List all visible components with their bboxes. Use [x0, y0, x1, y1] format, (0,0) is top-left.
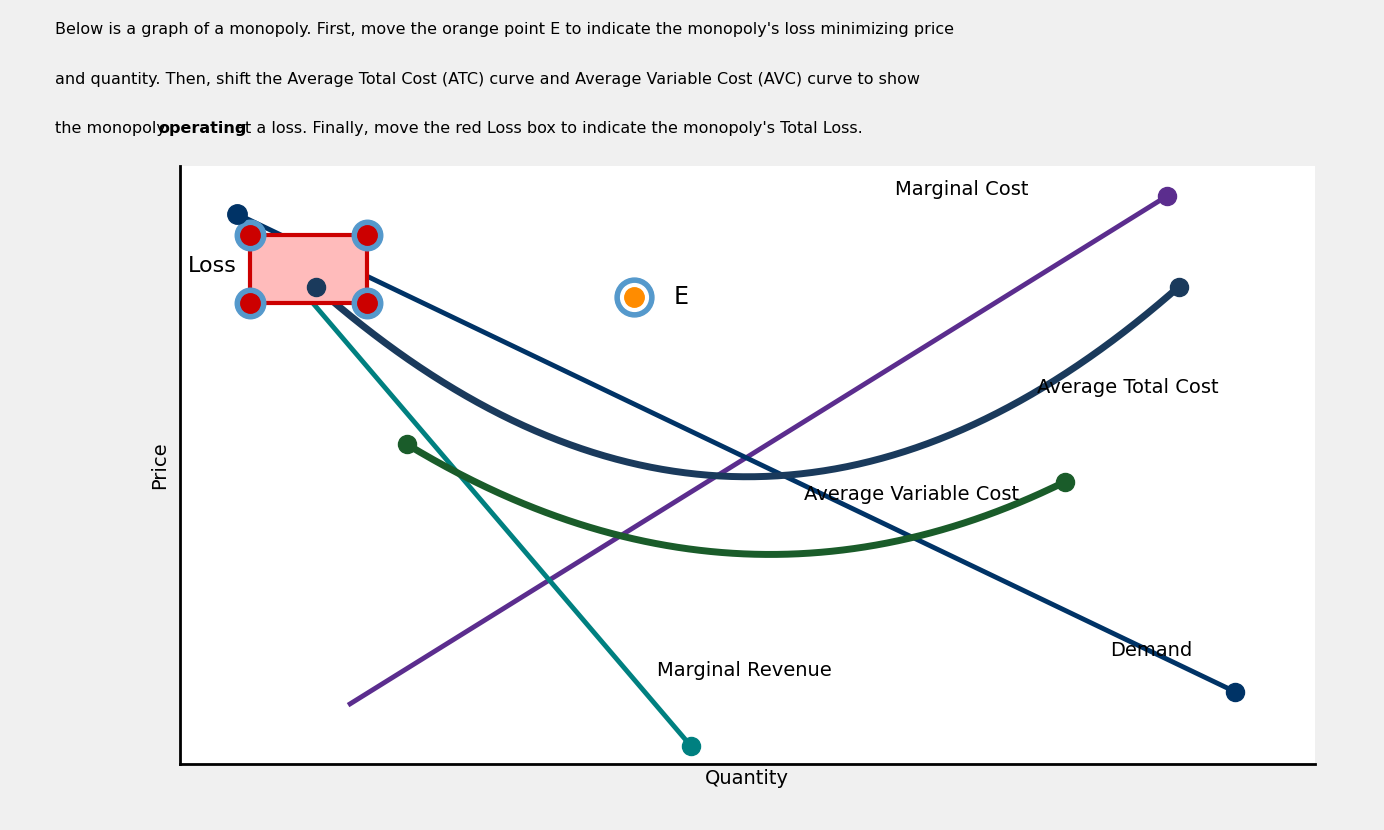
Text: Loss: Loss [188, 256, 237, 276]
Bar [251, 235, 367, 304]
Text: E: E [674, 286, 689, 310]
X-axis label: Quantity: Quantity [706, 769, 789, 788]
Text: operating: operating [159, 121, 248, 136]
Text: Marginal Cost: Marginal Cost [895, 180, 1028, 199]
Text: Marginal Revenue: Marginal Revenue [656, 662, 832, 681]
Text: Below is a graph of a monopoly. First, move the orange point E to indicate the m: Below is a graph of a monopoly. First, m… [55, 22, 955, 37]
Text: Average Variable Cost: Average Variable Cost [804, 486, 1019, 504]
Text: at a loss. Finally, move the red Loss box to indicate the monopoly's Total Loss.: at a loss. Finally, move the red Loss bo… [230, 121, 864, 136]
Text: Average Total Cost: Average Total Cost [1037, 378, 1218, 397]
Text: Demand: Demand [1110, 641, 1193, 660]
Text: and quantity. Then, shift the Average Total Cost (ATC) curve and Average Variabl: and quantity. Then, shift the Average To… [55, 71, 920, 86]
Y-axis label: Price: Price [149, 441, 169, 489]
Text: the monopoly: the monopoly [55, 121, 172, 136]
